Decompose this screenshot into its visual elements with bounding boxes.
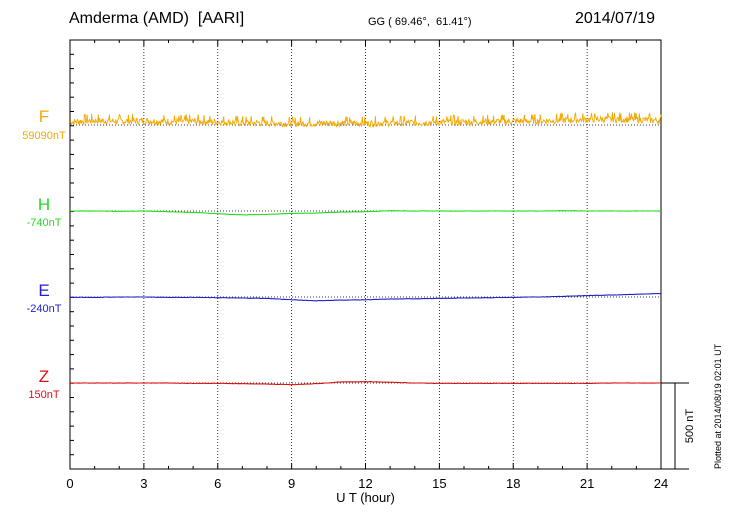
series-trace-e [69,292,662,302]
plot-frame [69,39,662,470]
x-tick-label: 9 [288,476,295,491]
geographic-coordinates: GG ( 69.46°, 61.41°) [368,16,472,28]
scale-bar-label: 500 nT [684,409,696,444]
component-label-z: Z [38,367,50,386]
component-label-h: H [37,195,51,214]
station-title: Amderma (AMD) [AARI] [69,10,245,27]
series-trace-h [69,210,662,216]
baseline-label-h: -740nT [26,217,62,229]
baseline-label-e: -240nT [26,303,62,315]
x-tick-label: 0 [66,476,73,491]
x-tick-label: 21 [580,476,594,491]
x-tick-label: 12 [358,476,372,491]
plot-date: 2014/07/19 [575,10,656,27]
baseline-label-f: 59090nT [22,130,66,142]
component-label-f: F [38,107,50,126]
x-tick-label: 18 [506,476,520,491]
x-tick-label: 3 [140,476,147,491]
series-trace-f [69,111,662,129]
x-tick-label: 6 [214,476,221,491]
series-trace-z [70,381,661,386]
x-tick-label: 15 [432,476,446,491]
x-axis-label: U T (hour) [336,490,395,505]
x-tick-label: 24 [654,476,668,491]
component-label-e: E [38,281,50,300]
baseline-label-z: 150nT [28,389,60,401]
